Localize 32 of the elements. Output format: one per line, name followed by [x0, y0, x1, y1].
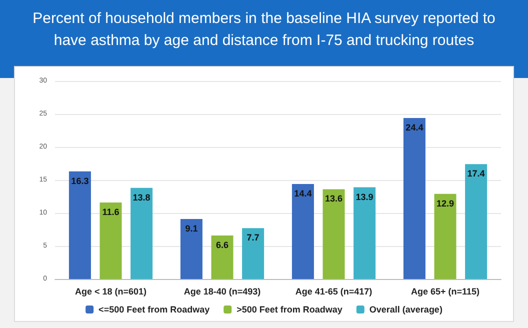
data-label: 17.4	[467, 168, 485, 179]
bar	[180, 218, 202, 279]
bar	[130, 188, 153, 279]
bar	[403, 118, 426, 279]
x-tick-label: Age < 18 (n=601)	[74, 286, 147, 296]
data-label: 24.4	[406, 122, 424, 132]
x-tick-label: Age 65+ (n=115)	[410, 286, 480, 296]
data-label: 16.3	[71, 176, 89, 186]
x-tick-label: Age 18-40 (n=493)	[184, 286, 261, 296]
bar	[354, 187, 376, 279]
data-label: 14.4	[294, 188, 312, 198]
legend-label: <=500 Feet from Roadway	[98, 304, 210, 314]
bar	[68, 171, 91, 279]
bar	[211, 235, 234, 279]
data-label: 6.6	[216, 240, 229, 250]
bar	[242, 228, 264, 279]
data-label: 13.6	[324, 194, 343, 204]
legend-label: Overall (average)	[369, 304, 442, 314]
bar	[292, 184, 314, 279]
data-label: 11.6	[102, 206, 120, 217]
bar	[465, 164, 488, 279]
data-label: 12.9	[436, 198, 454, 208]
x-tick-label: Age 41-65 (n=417)	[295, 286, 372, 296]
bar	[322, 189, 345, 279]
legend-label: >500 Feet from Roadway	[236, 304, 342, 314]
chart-title: Percent of household members in the baseline HIA survey reported to have asthma by age and distance from I-75 and trucking routes	[0, 0, 528, 78]
data-label: 13.8	[132, 192, 150, 202]
bar	[100, 202, 122, 279]
data-label: 13.9	[356, 192, 374, 202]
bar	[434, 194, 456, 279]
data-label: 7.7	[246, 232, 260, 243]
data-label: 9.1	[185, 223, 198, 234]
